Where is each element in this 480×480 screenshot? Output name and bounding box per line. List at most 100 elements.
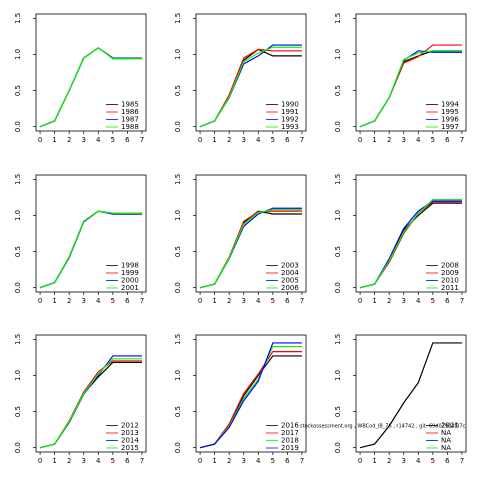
y-tick-label: 1.0 bbox=[174, 370, 182, 381]
y-tick-label: 1.5 bbox=[174, 174, 182, 185]
plot-frame bbox=[355, 174, 467, 293]
x-tick-label: 4 bbox=[416, 136, 421, 144]
legend-label: 2021 bbox=[441, 422, 459, 430]
y-tick-label: 0.0 bbox=[174, 442, 182, 453]
y-tick-label: 1.0 bbox=[334, 49, 342, 60]
x-tick-label: 1 bbox=[212, 457, 216, 465]
y-tick-label: 0.5 bbox=[174, 246, 182, 257]
x-tick-label: 2 bbox=[227, 457, 231, 465]
y-tick-label: 0.0 bbox=[334, 282, 342, 293]
series-line bbox=[199, 209, 302, 289]
x-tick-label: 1 bbox=[52, 297, 56, 305]
legend-label: 2000 bbox=[121, 277, 139, 285]
x-tick-label: 5 bbox=[111, 457, 115, 465]
legend-label: 2013 bbox=[121, 429, 139, 437]
x-tick-label: 6 bbox=[285, 297, 290, 305]
y-tick-label: 1.5 bbox=[174, 334, 182, 345]
legend-label: 1997 bbox=[441, 123, 459, 131]
x-tick-label: 5 bbox=[431, 457, 435, 465]
y-tick-label: 1.5 bbox=[14, 334, 22, 345]
legend-label: 1995 bbox=[441, 108, 459, 116]
y-tick-label: 0.5 bbox=[334, 85, 342, 96]
legend-label: 2004 bbox=[281, 269, 299, 277]
y-tick-label: 0.0 bbox=[14, 282, 22, 293]
x-tick-label: 7 bbox=[300, 136, 304, 144]
plot-frame bbox=[195, 174, 307, 293]
series-line bbox=[359, 342, 462, 449]
legend-label: 1993 bbox=[281, 123, 299, 131]
legend-label: 2015 bbox=[121, 444, 139, 452]
x-tick-label: 1 bbox=[372, 136, 376, 144]
series-line bbox=[359, 198, 462, 289]
x-tick-label: 6 bbox=[285, 457, 290, 465]
y-tick-label: 0.5 bbox=[14, 85, 22, 96]
series-line bbox=[39, 210, 142, 289]
series-line bbox=[199, 342, 302, 449]
x-tick-label: 7 bbox=[140, 457, 144, 465]
legend-label: NA bbox=[441, 444, 451, 452]
x-tick-label: 2 bbox=[387, 297, 391, 305]
series-line bbox=[39, 47, 142, 128]
x-tick-label: 4 bbox=[256, 136, 261, 144]
watermark: stockassessment.org , WBCod_IB_76 , r147… bbox=[300, 424, 466, 430]
x-tick-label: 5 bbox=[111, 297, 115, 305]
legend-label: 2009 bbox=[441, 269, 459, 277]
x-tick-label: 1 bbox=[372, 457, 376, 465]
y-tick-label: 0.5 bbox=[334, 406, 342, 417]
x-tick-label: 4 bbox=[96, 457, 101, 465]
x-tick-label: 2 bbox=[227, 297, 231, 305]
legend-label: 1994 bbox=[441, 101, 459, 109]
legend-label: 1990 bbox=[281, 101, 299, 109]
legend-label: 1998 bbox=[121, 262, 139, 270]
x-tick-label: 7 bbox=[300, 457, 304, 465]
x-tick-label: 3 bbox=[241, 457, 245, 465]
x-tick-label: 2 bbox=[67, 457, 71, 465]
y-tick-label: 0.5 bbox=[14, 406, 22, 417]
y-tick-label: 1.0 bbox=[14, 210, 22, 221]
x-tick-label: 1 bbox=[212, 136, 216, 144]
plot-frame bbox=[355, 334, 467, 453]
x-tick-label: 0 bbox=[38, 297, 42, 305]
x-tick-label: 5 bbox=[271, 457, 275, 465]
legend-label: 1996 bbox=[441, 116, 459, 124]
x-tick-label: 7 bbox=[140, 136, 144, 144]
plot-frame bbox=[195, 13, 307, 132]
x-tick-label: 4 bbox=[416, 457, 421, 465]
y-tick-label: 0.0 bbox=[174, 282, 182, 293]
plot-frame bbox=[35, 174, 147, 293]
legend-label: 2010 bbox=[441, 277, 459, 285]
x-tick-label: 3 bbox=[241, 136, 245, 144]
y-tick-label: 1.5 bbox=[174, 13, 182, 24]
x-tick-label: 6 bbox=[125, 457, 130, 465]
y-tick-label: 1.0 bbox=[14, 49, 22, 60]
x-tick-label: 7 bbox=[460, 457, 464, 465]
y-tick-label: 1.5 bbox=[334, 13, 342, 24]
legend-label: 1991 bbox=[281, 108, 299, 116]
x-tick-label: 5 bbox=[431, 297, 435, 305]
plot-frame bbox=[35, 334, 147, 453]
plot-frame bbox=[35, 13, 147, 132]
x-tick-label: 7 bbox=[300, 297, 304, 305]
plot-frame bbox=[195, 334, 307, 453]
x-tick-label: 6 bbox=[445, 136, 450, 144]
x-tick-label: 3 bbox=[241, 297, 245, 305]
legend-label: 1999 bbox=[121, 269, 139, 277]
x-tick-label: 3 bbox=[81, 136, 85, 144]
x-tick-label: 3 bbox=[81, 457, 85, 465]
legend-label: 2012 bbox=[121, 422, 139, 430]
x-tick-label: 1 bbox=[52, 457, 56, 465]
y-tick-label: 1.5 bbox=[14, 174, 22, 185]
x-tick-label: 6 bbox=[125, 297, 130, 305]
legend-label: NA bbox=[441, 437, 451, 445]
y-tick-label: 0.5 bbox=[174, 85, 182, 96]
x-tick-label: 5 bbox=[431, 136, 435, 144]
x-tick-label: 2 bbox=[227, 136, 231, 144]
x-tick-label: 0 bbox=[198, 457, 202, 465]
y-tick-label: 1.0 bbox=[14, 370, 22, 381]
